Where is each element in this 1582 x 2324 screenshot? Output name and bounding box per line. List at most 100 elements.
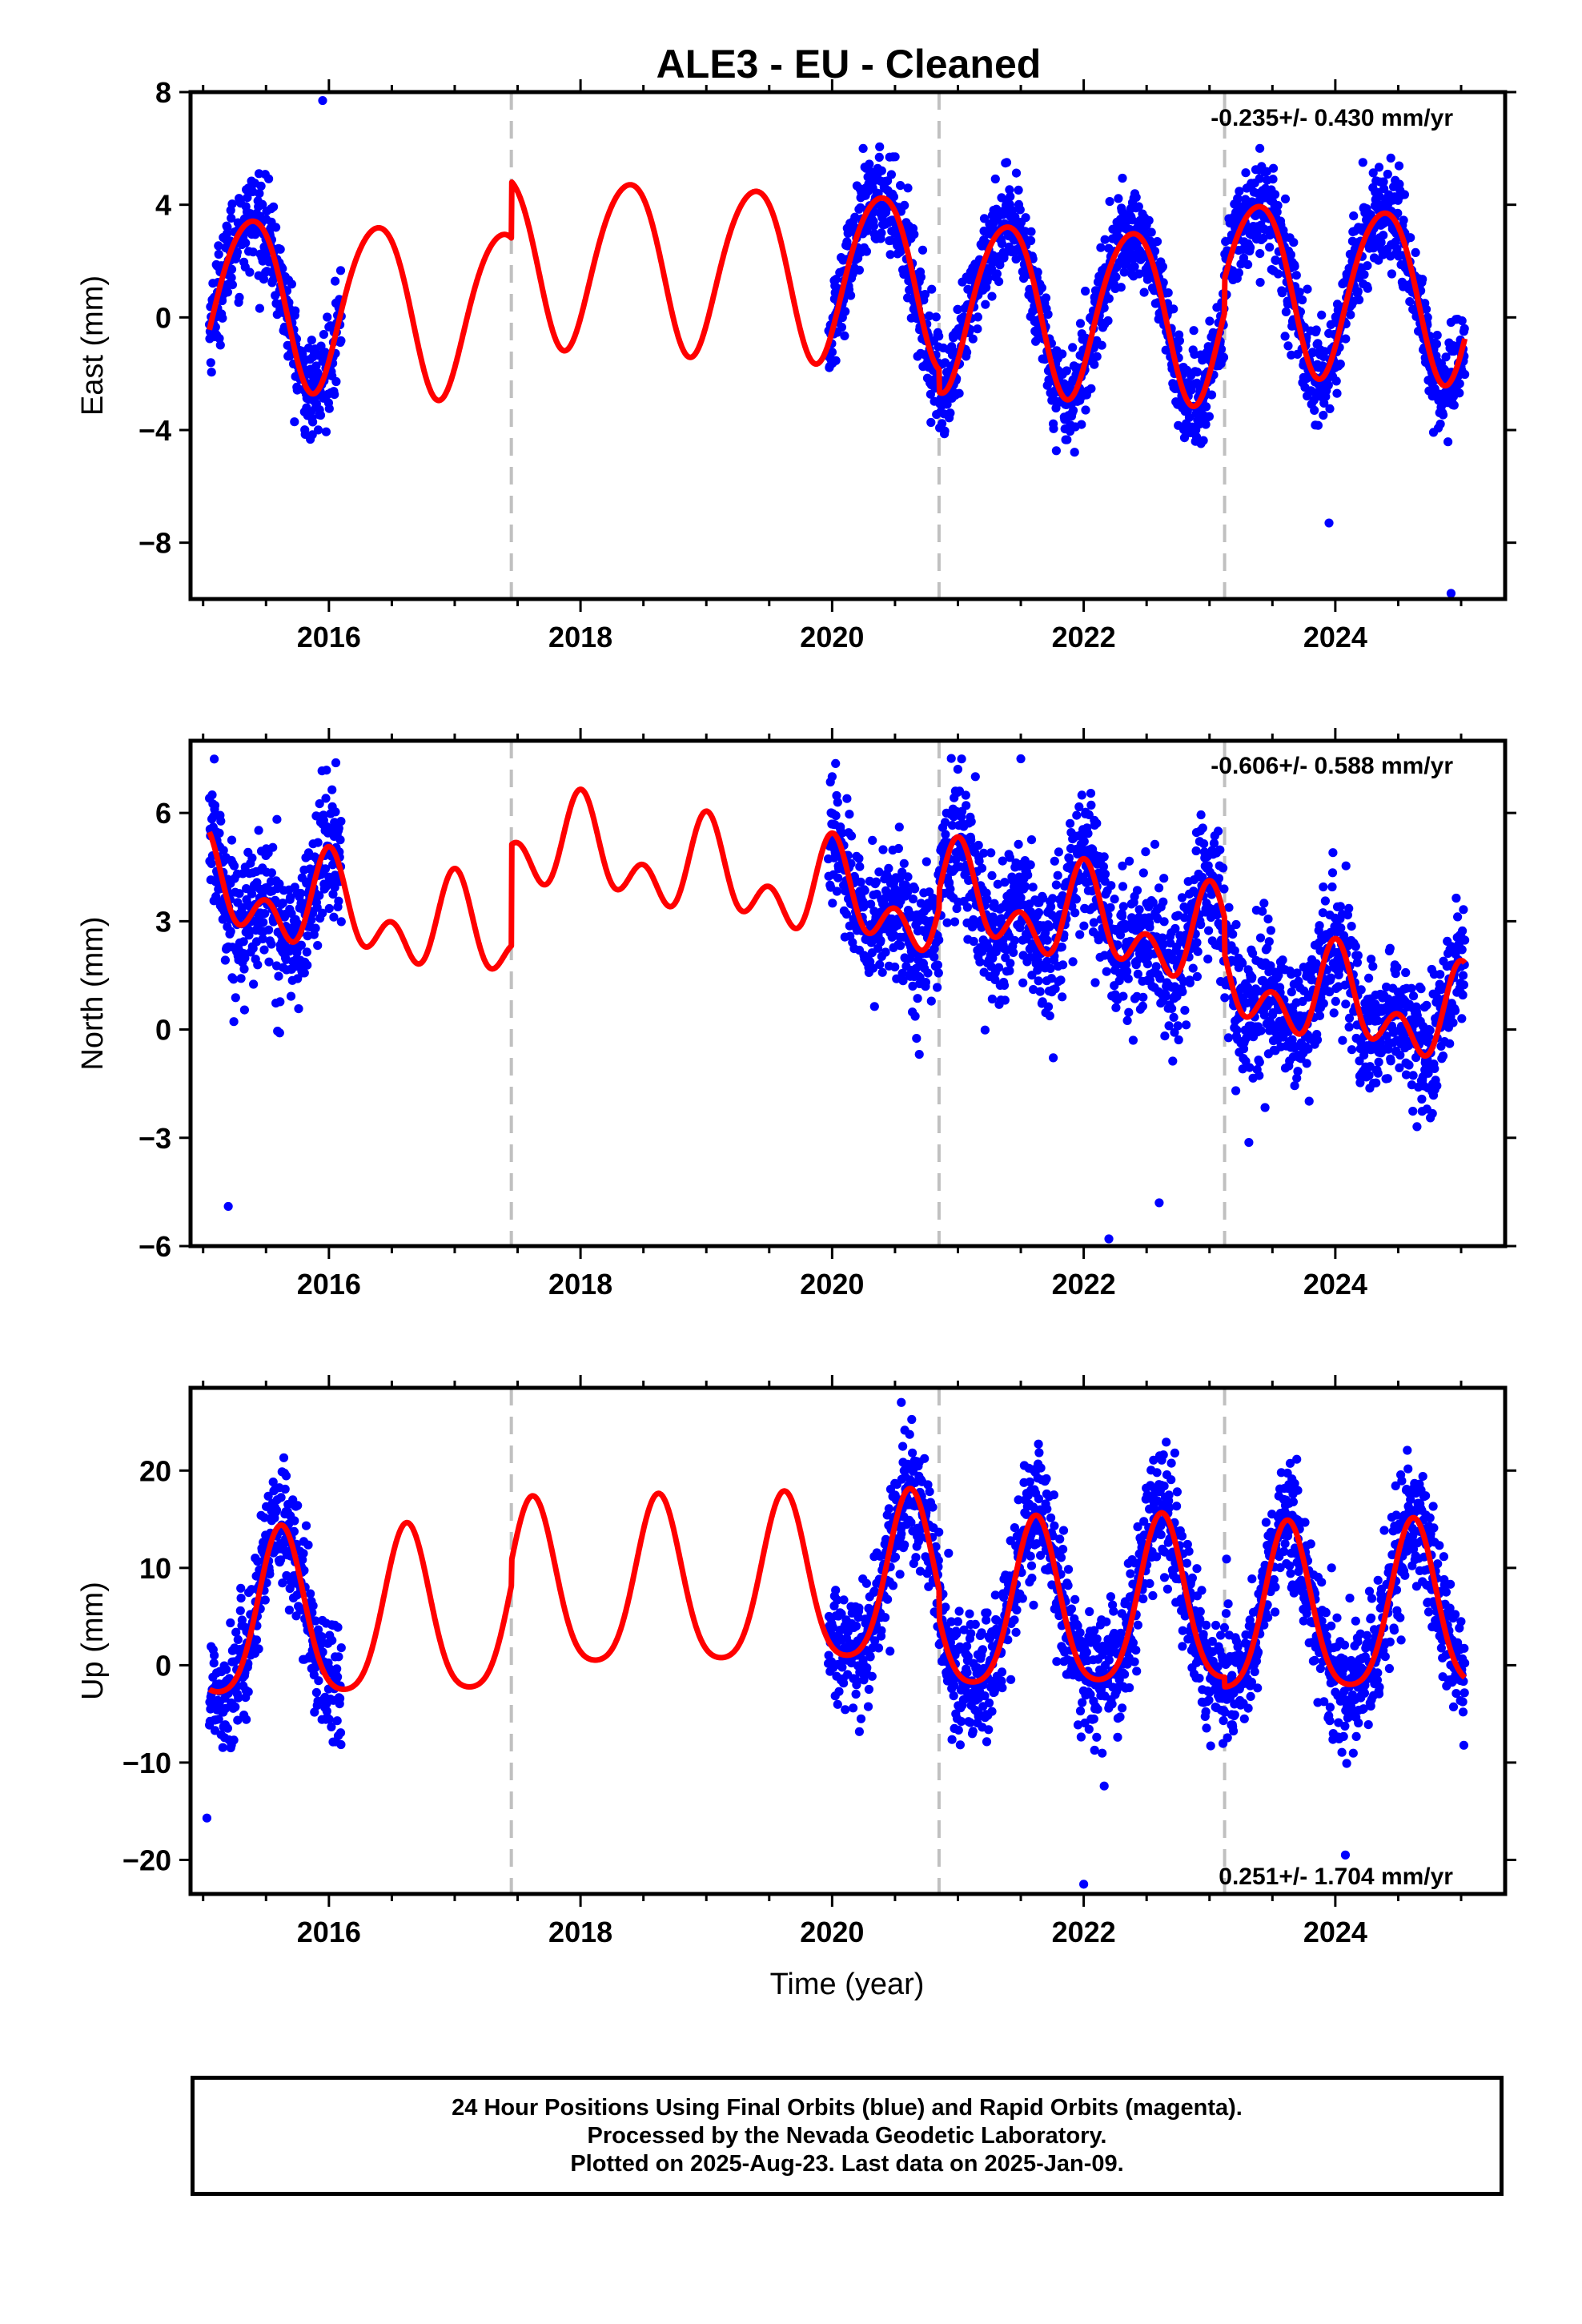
data-point xyxy=(1242,1032,1251,1043)
data-point xyxy=(1383,169,1392,179)
data-point xyxy=(259,918,268,927)
data-point xyxy=(886,170,896,179)
data-point xyxy=(315,891,324,900)
data-point xyxy=(1446,589,1456,598)
data-point xyxy=(1033,965,1042,975)
data-point xyxy=(232,247,242,257)
data-point xyxy=(1098,862,1108,871)
data-point xyxy=(247,889,257,899)
data-point xyxy=(1016,754,1026,764)
data-point xyxy=(308,1601,318,1610)
data-point xyxy=(831,356,841,365)
data-point xyxy=(264,957,274,967)
data-point xyxy=(233,1634,243,1644)
data-point xyxy=(1411,247,1420,257)
data-point xyxy=(1379,184,1389,194)
data-point xyxy=(1102,967,1111,976)
data-point xyxy=(319,330,328,340)
data-point xyxy=(1387,269,1396,279)
data-point xyxy=(1288,1007,1298,1017)
data-point xyxy=(1196,810,1206,820)
data-point xyxy=(290,1516,299,1526)
data-point xyxy=(1031,336,1041,346)
data-point xyxy=(832,790,841,801)
data-point xyxy=(1134,269,1144,279)
data-point xyxy=(254,826,263,835)
data-point xyxy=(1132,886,1142,895)
data-point xyxy=(1000,995,1010,1005)
data-point xyxy=(1118,173,1127,183)
data-point xyxy=(218,1743,227,1752)
data-point xyxy=(858,903,869,912)
data-point xyxy=(259,275,269,284)
data-point xyxy=(219,846,228,855)
data-point xyxy=(313,425,323,435)
data-point xyxy=(284,1605,294,1615)
data-point xyxy=(858,143,868,153)
data-point xyxy=(1116,971,1126,981)
data-point xyxy=(905,954,915,963)
data-point xyxy=(301,1521,311,1530)
x-tick-label: 2022 xyxy=(1052,1268,1116,1301)
data-point xyxy=(1293,1067,1303,1076)
data-point xyxy=(913,994,922,1003)
data-point xyxy=(854,265,864,275)
data-point xyxy=(1317,310,1327,320)
data-point xyxy=(987,292,997,301)
data-point xyxy=(876,935,885,946)
data-point xyxy=(1184,412,1195,422)
data-point xyxy=(916,272,926,282)
data-point xyxy=(244,931,254,940)
model-curve xyxy=(207,179,1468,409)
data-point xyxy=(942,918,952,927)
data-point xyxy=(869,1002,879,1011)
data-point xyxy=(881,947,890,957)
data-point xyxy=(1006,959,1015,968)
data-point xyxy=(1280,194,1291,203)
data-point xyxy=(875,959,885,970)
data-point xyxy=(940,818,950,827)
data-point xyxy=(290,417,299,427)
data-point xyxy=(1319,882,1328,892)
data-point xyxy=(1331,996,1340,1006)
data-point xyxy=(1048,894,1058,903)
data-point xyxy=(1081,286,1090,296)
data-point xyxy=(1116,283,1126,292)
data-point xyxy=(214,249,223,259)
data-point xyxy=(1445,1039,1455,1048)
data-point xyxy=(291,306,300,316)
data-point xyxy=(1049,424,1058,433)
data-point xyxy=(1118,991,1128,1001)
data-point xyxy=(1050,984,1060,994)
y-axis-label: East (mm) xyxy=(76,275,110,416)
data-point xyxy=(1290,262,1299,271)
data-point xyxy=(926,417,936,428)
data-point xyxy=(1086,789,1096,798)
data-point xyxy=(1291,271,1301,280)
data-point xyxy=(1118,902,1128,911)
data-point xyxy=(1068,405,1078,416)
data-point xyxy=(1460,369,1470,380)
data-point xyxy=(1161,345,1170,355)
data-point xyxy=(1034,908,1044,918)
data-point xyxy=(214,241,223,251)
data-point xyxy=(267,939,276,949)
data-point xyxy=(896,181,905,191)
data-point xyxy=(1015,205,1025,215)
data-point xyxy=(1245,1063,1255,1072)
data-point xyxy=(1083,829,1093,838)
data-point xyxy=(272,814,282,824)
data-point xyxy=(1168,1056,1178,1066)
data-point xyxy=(1128,1035,1138,1045)
data-point xyxy=(280,1484,290,1494)
data-point xyxy=(1058,349,1067,359)
data-point xyxy=(831,275,841,284)
data-point xyxy=(1247,972,1257,982)
data-point xyxy=(914,1050,924,1059)
data-point xyxy=(1408,1071,1418,1080)
data-point xyxy=(1280,332,1290,341)
data-point xyxy=(923,968,933,978)
data-point xyxy=(317,1632,327,1642)
data-point xyxy=(1379,177,1388,187)
